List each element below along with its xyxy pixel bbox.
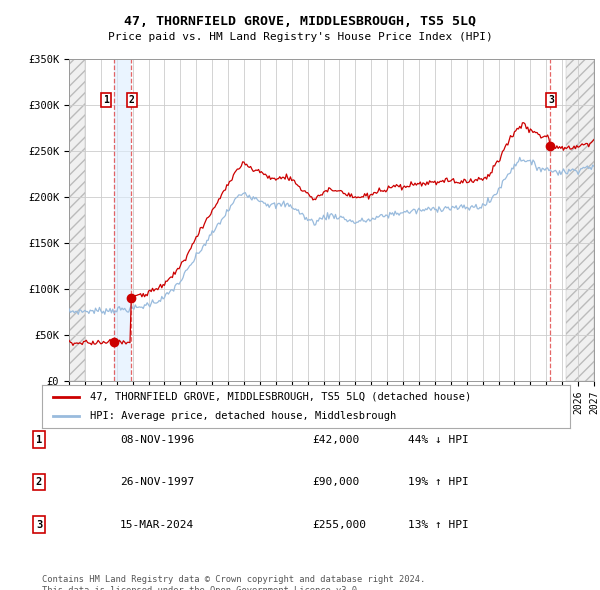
Text: 47, THORNFIELD GROVE, MIDDLESBROUGH, TS5 5LQ (detached house): 47, THORNFIELD GROVE, MIDDLESBROUGH, TS5… bbox=[89, 392, 471, 402]
Bar bbox=[115, 59, 131, 381]
Text: 08-NOV-1996: 08-NOV-1996 bbox=[120, 435, 194, 444]
Text: 13% ↑ HPI: 13% ↑ HPI bbox=[408, 520, 469, 529]
Text: 3: 3 bbox=[36, 520, 42, 529]
Text: 47, THORNFIELD GROVE, MIDDLESBROUGH, TS5 5LQ: 47, THORNFIELD GROVE, MIDDLESBROUGH, TS5… bbox=[124, 15, 476, 28]
Text: HPI: Average price, detached house, Middlesbrough: HPI: Average price, detached house, Midd… bbox=[89, 411, 396, 421]
Text: £255,000: £255,000 bbox=[312, 520, 366, 529]
Text: 1: 1 bbox=[36, 435, 42, 444]
Text: 1: 1 bbox=[103, 96, 109, 106]
Text: £90,000: £90,000 bbox=[312, 477, 359, 487]
Text: Price paid vs. HM Land Registry's House Price Index (HPI): Price paid vs. HM Land Registry's House … bbox=[107, 32, 493, 42]
Bar bbox=[566, 59, 594, 381]
Text: 3: 3 bbox=[548, 96, 554, 106]
Bar bbox=[69, 59, 85, 381]
Text: 2: 2 bbox=[36, 477, 42, 487]
Text: Contains HM Land Registry data © Crown copyright and database right 2024.
This d: Contains HM Land Registry data © Crown c… bbox=[42, 575, 425, 590]
Text: 26-NOV-1997: 26-NOV-1997 bbox=[120, 477, 194, 487]
Text: 15-MAR-2024: 15-MAR-2024 bbox=[120, 520, 194, 529]
Bar bbox=[566, 59, 594, 381]
Text: 2: 2 bbox=[129, 96, 135, 106]
Text: £42,000: £42,000 bbox=[312, 435, 359, 444]
Text: 19% ↑ HPI: 19% ↑ HPI bbox=[408, 477, 469, 487]
Text: 44% ↓ HPI: 44% ↓ HPI bbox=[408, 435, 469, 444]
Bar bbox=[69, 59, 85, 381]
